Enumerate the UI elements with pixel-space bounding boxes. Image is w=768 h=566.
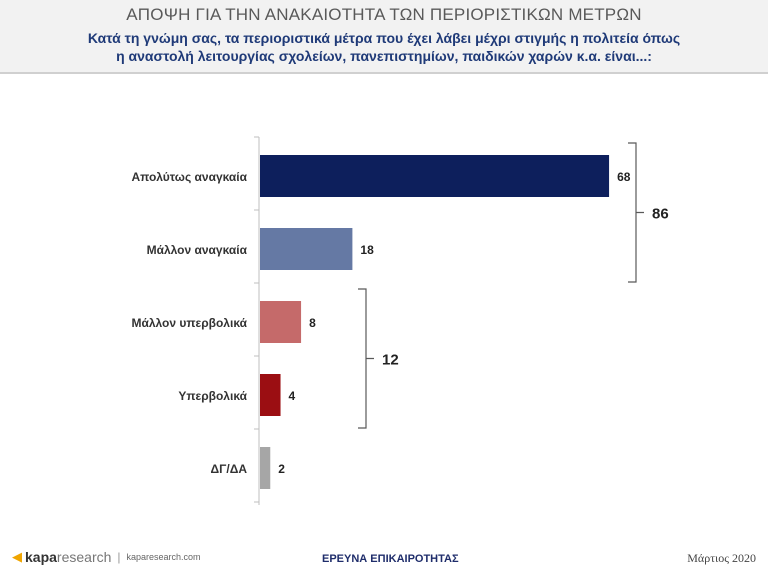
category-label: Υπερβολικά bbox=[178, 389, 247, 403]
question-line-2: η αναστολή λειτουργίας σχολείων, πανεπισ… bbox=[116, 48, 652, 64]
data-label: 18 bbox=[360, 243, 374, 257]
bar bbox=[260, 301, 302, 343]
footer-url: kaparesearch.com bbox=[126, 552, 201, 562]
bar bbox=[260, 374, 281, 416]
logo-kapa-text: kapa bbox=[25, 549, 57, 565]
kapa-research-logo: ◀ kapa research | kaparesearch.com bbox=[12, 548, 201, 566]
group-bracket bbox=[358, 288, 374, 429]
page-title: ΑΠΟΨΗ ΓΙΑ ΤΗΝ ΑΝΑΚΑΙΟΤΗΤΑ ΤΩΝ ΠΕΡΙΟΡΙΣΤΙ… bbox=[126, 5, 642, 24]
question-line-1: Κατά τη γνώμη σας, τα περιοριστικά μέτρα… bbox=[87, 30, 681, 46]
group-bracket bbox=[628, 142, 644, 283]
data-label: 8 bbox=[309, 316, 316, 330]
logo-arrow-icon: ◀ bbox=[12, 549, 22, 564]
bar bbox=[260, 155, 610, 197]
category-label: Μάλλον υπερβολικά bbox=[131, 316, 247, 330]
logo-separator: | bbox=[117, 550, 121, 564]
footer-survey-name: ΕΡΕΥΝΑ ΕΠΙΚΑΙΡΟΤΗΤΑΣ bbox=[322, 553, 459, 565]
data-label: 4 bbox=[289, 389, 296, 403]
header-banner: ΑΠΟΨΗ ΓΙΑ ΤΗΝ ΑΝΑΚΑΙΟΤΗΤΑ ΤΩΝ ΠΕΡΙΟΡΙΣΤΙ… bbox=[0, 0, 768, 74]
logo-research-text: research bbox=[56, 549, 112, 565]
bar bbox=[260, 447, 271, 489]
group-total-label: 86 bbox=[652, 206, 669, 223]
category-label: Μάλλον αναγκαία bbox=[147, 243, 248, 257]
category-label: Απολύτως αναγκαία bbox=[131, 170, 247, 184]
bar bbox=[260, 228, 353, 270]
data-label: 68 bbox=[617, 170, 631, 184]
footer-date: Μάρτιος 2020 bbox=[687, 551, 756, 565]
category-label: ΔΓ/ΔΑ bbox=[211, 462, 248, 476]
data-label: 2 bbox=[278, 462, 285, 476]
group-total-label: 12 bbox=[382, 352, 399, 369]
